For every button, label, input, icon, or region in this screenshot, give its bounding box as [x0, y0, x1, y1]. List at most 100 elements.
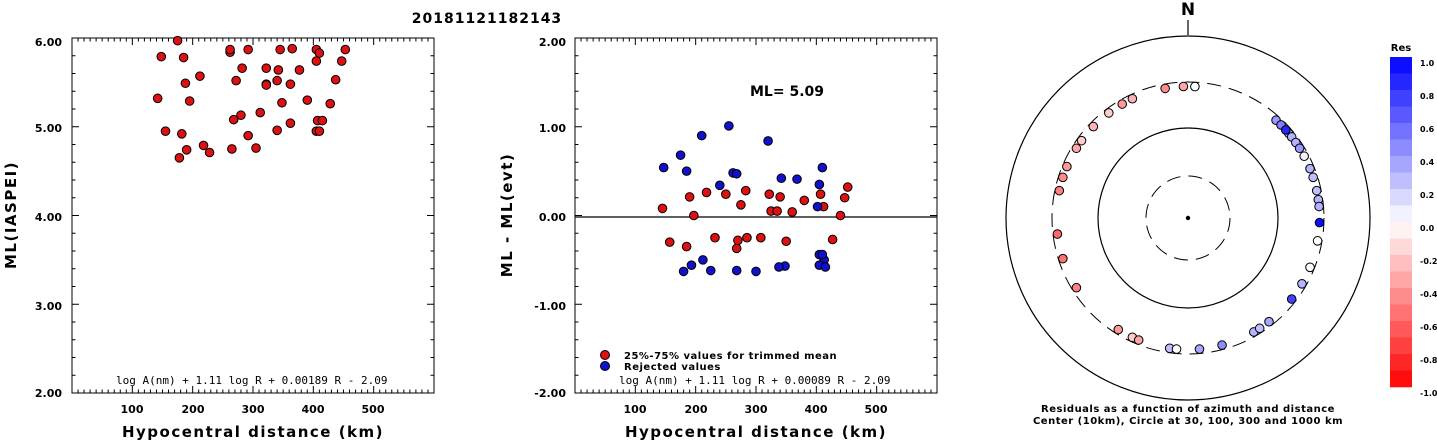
- data-point: [775, 192, 785, 202]
- data-point: [272, 125, 282, 136]
- y-tick-label: 1.00: [539, 122, 566, 135]
- colorbar-tick-label: -0.2: [1420, 257, 1437, 266]
- colorbar-cell: [1390, 304, 1412, 322]
- data-point: [273, 65, 284, 75]
- y-tick-label: 2.00: [539, 36, 566, 49]
- data-point: [721, 189, 731, 199]
- center-point: [1185, 215, 1191, 221]
- x-tick-label: 200: [685, 403, 708, 416]
- station-marker: [1280, 125, 1291, 135]
- x-axis-label: Hypocentral distance (km): [122, 423, 384, 441]
- data-point: [172, 35, 183, 46]
- data-point: [231, 75, 241, 86]
- colorbar-cell: [1390, 255, 1412, 272]
- x-tick-label: 400: [302, 403, 325, 416]
- x-tick-label: 100: [121, 403, 144, 416]
- colorbar-cell: [1390, 271, 1412, 289]
- colorbar-labels: 1.0 0.8 0.6 0.4 0.2 0.0 -0.2 -0.4 -0.6 -0.8 -1.0: [1420, 59, 1437, 398]
- data-point: [698, 255, 708, 265]
- colorbar-cell: [1390, 354, 1412, 371]
- data-point: [740, 185, 751, 196]
- north-label: N: [1181, 0, 1195, 20]
- formula-label: log A(nm) + 1.11 log R + 0.00189 R - 2.0…: [116, 374, 388, 387]
- station-marker: [1312, 236, 1323, 246]
- station-marker: [1254, 323, 1265, 334]
- tick-marks: [72, 38, 434, 393]
- colorbar-cell: [1390, 90, 1412, 107]
- data-point: [764, 189, 775, 199]
- x-tick-label: 100: [624, 403, 647, 416]
- data-point: [311, 56, 322, 66]
- data-point: [275, 44, 285, 55]
- station-marker: [1194, 344, 1205, 354]
- data-point: [251, 143, 261, 153]
- colorbar-cell: [1390, 238, 1412, 256]
- station-marker: [1171, 344, 1182, 354]
- data-point: [152, 93, 163, 104]
- data-point: [686, 260, 697, 271]
- figure-title: 20181121182143: [412, 11, 562, 27]
- colorbar-tick-label: 0.0: [1420, 224, 1435, 233]
- station-marker: [1133, 335, 1144, 345]
- data-point: [174, 153, 185, 163]
- data-point: [710, 232, 720, 243]
- data-point: [839, 192, 850, 203]
- colorbar-tick-label: 0.2: [1420, 191, 1434, 200]
- colorbar-tick-label: -1.0: [1420, 389, 1437, 398]
- data-point: [742, 232, 752, 243]
- colorbar-cell: [1390, 106, 1412, 124]
- station-markers: [1052, 81, 1325, 354]
- data-point: [681, 166, 692, 176]
- legend-marker-blue: [600, 361, 610, 371]
- data-point: [236, 110, 246, 121]
- y-axis-label: ML(IASPEI): [2, 161, 20, 269]
- x-tick-label: 300: [745, 403, 768, 416]
- data-point: [294, 65, 305, 75]
- colorbar-cell: [1390, 189, 1412, 206]
- data-point: [820, 262, 831, 272]
- x-tick-label: 400: [805, 403, 828, 416]
- station-marker: [1314, 201, 1324, 212]
- data-point: [330, 74, 341, 85]
- colorbar-cell: [1390, 205, 1412, 223]
- legend-label: Rejected values: [624, 362, 721, 373]
- data-point: [317, 115, 328, 126]
- data-point: [772, 206, 782, 216]
- data-point: [776, 173, 787, 184]
- data-point: [792, 174, 802, 184]
- station-marker: [1058, 172, 1068, 183]
- y-tick-label: 2.00: [35, 387, 62, 400]
- data-point: [678, 266, 689, 277]
- data-point: [696, 130, 707, 141]
- ml-annotation: ML= 5.09: [750, 84, 824, 100]
- data-point: [733, 235, 743, 246]
- data-point: [336, 56, 347, 66]
- station-marker: [1071, 143, 1082, 154]
- station-marker: [1127, 93, 1138, 104]
- station-marker: [1286, 294, 1297, 304]
- data-point: [774, 262, 784, 272]
- data-point: [715, 180, 725, 191]
- station-marker: [1054, 185, 1065, 196]
- data-point: [272, 75, 282, 86]
- data-point: [160, 126, 171, 136]
- data-point: [827, 234, 838, 245]
- colorbar-cell: [1390, 288, 1412, 305]
- data-point: [227, 144, 237, 154]
- colorbar-cell: [1390, 321, 1412, 338]
- data-point: [705, 265, 716, 276]
- data-point: [156, 51, 167, 62]
- tick-marks: [575, 38, 937, 393]
- data-point: [731, 265, 742, 276]
- colorbar-tick-label: 0.6: [1420, 125, 1435, 134]
- data-point: [817, 249, 828, 260]
- data-point: [731, 168, 742, 179]
- data-point: [314, 126, 325, 136]
- data-point: [799, 195, 810, 206]
- station-marker: [1217, 340, 1227, 350]
- data-point: [781, 236, 791, 247]
- data-point: [243, 130, 253, 141]
- data-point: [198, 140, 209, 151]
- data-point: [657, 203, 668, 214]
- colorbar-tick-label: -0.4: [1420, 290, 1437, 299]
